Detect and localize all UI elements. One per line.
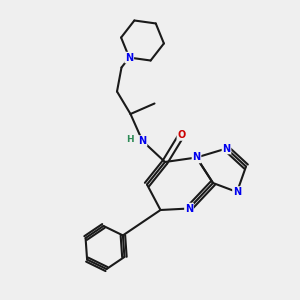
Text: N: N [185, 203, 193, 214]
Text: O: O [177, 130, 186, 140]
Text: N: N [138, 136, 147, 146]
Text: N: N [192, 152, 201, 163]
Text: N: N [125, 52, 133, 63]
Text: N: N [222, 143, 231, 154]
Text: H: H [126, 135, 134, 144]
Text: N: N [233, 187, 241, 197]
